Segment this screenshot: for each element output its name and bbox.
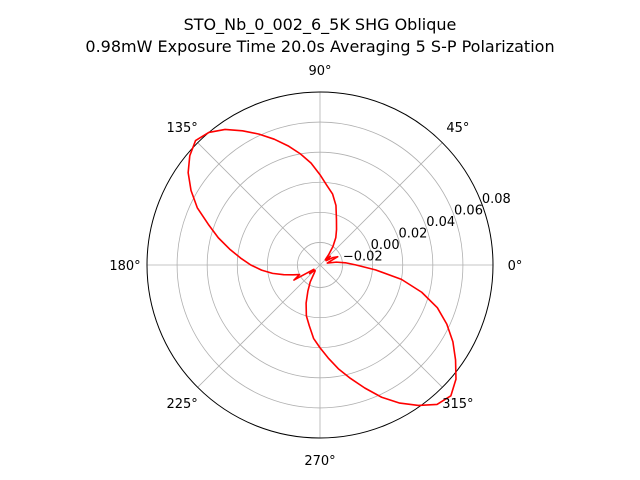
- r-tick-label: 0.08: [482, 192, 511, 207]
- r-tick-label: 0.00: [371, 238, 400, 253]
- theta-tick-label: 135°: [166, 121, 197, 136]
- series-line: [187, 128, 457, 407]
- chart-subtitle: 0.98mW Exposure Time 20.0s Averaging 5 S…: [85, 37, 554, 56]
- theta-tick-label: 225°: [166, 397, 197, 412]
- polar-frame: [146, 91, 494, 439]
- theta-tick-label: 90°: [308, 64, 331, 79]
- grid-spoke: [319, 264, 443, 388]
- r-tick-label: 0.06: [454, 203, 483, 218]
- grid-spoke: [197, 264, 321, 388]
- r-tick-label: −0.02: [343, 249, 383, 264]
- theta-tick-label: 315°: [442, 397, 473, 412]
- r-tick-label: 0.02: [398, 226, 427, 241]
- chart-title: STO_Nb_0_002_6_5K SHG Oblique: [184, 15, 457, 35]
- tick-labels: 0°45°90°135°180°225°270°315°−0.020.000.0…: [109, 64, 522, 469]
- theta-tick-label: 270°: [304, 454, 335, 469]
- theta-tick-label: 45°: [446, 121, 469, 136]
- grid-spoke: [319, 142, 443, 266]
- grid-spoke: [197, 142, 321, 266]
- r-tick-label: 0.04: [426, 215, 455, 230]
- plot-area: [187, 128, 457, 407]
- polar-grid: [146, 91, 494, 439]
- theta-tick-label: 180°: [109, 259, 140, 274]
- theta-tick-label: 0°: [508, 259, 523, 274]
